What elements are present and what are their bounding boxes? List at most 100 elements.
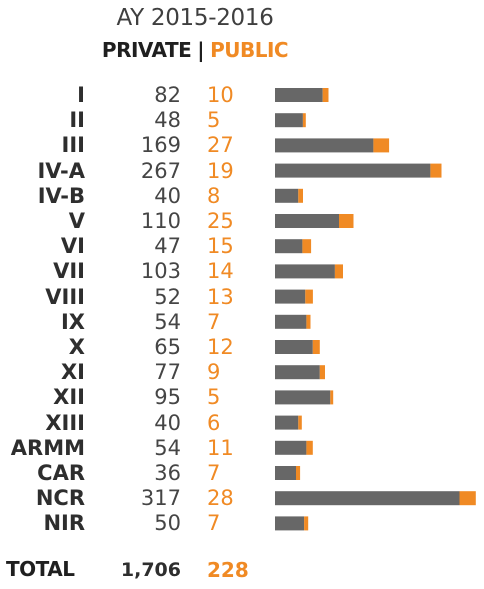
private-value: 95 (154, 385, 181, 410)
region-row: VIII 52 13 (0, 285, 484, 310)
legend-private: PRIVATE (101, 38, 192, 62)
region-row: XII 95 5 (0, 385, 484, 410)
bar-public (302, 239, 312, 254)
public-value: 15 (207, 234, 234, 259)
bar-public (322, 88, 329, 102)
region-label: II (69, 108, 85, 133)
private-value: 267 (140, 158, 181, 183)
bar-private (275, 491, 460, 506)
private-value: 54 (154, 309, 181, 334)
region-label: IX (60, 309, 85, 334)
region-row: II 48 5 (0, 108, 484, 133)
public-value: 7 (207, 461, 221, 485)
region-row: VII 103 14 (0, 259, 484, 284)
bar-private (275, 365, 320, 380)
total-label: TOTAL (6, 557, 75, 581)
private-value: 50 (154, 511, 181, 536)
region-label: III (61, 133, 85, 158)
region-label: VII (53, 259, 85, 284)
bar-public (319, 365, 325, 380)
legend-separator: | (197, 38, 205, 62)
chart-title: AY 2015-2016 (116, 5, 274, 31)
bar-private (275, 289, 306, 304)
bar-public (298, 415, 302, 430)
region-label: IV-B (37, 183, 85, 208)
bar-private (275, 314, 307, 329)
bar-public (430, 163, 442, 178)
region-row: V 110 25 (0, 209, 484, 234)
bar-private (275, 390, 331, 405)
private-value: 54 (154, 435, 181, 460)
private-value: 65 (154, 335, 181, 359)
region-label: NIR (43, 511, 85, 536)
public-value: 5 (207, 108, 221, 133)
bar-public (304, 516, 309, 531)
region-row: III 169 27 (0, 133, 484, 158)
private-value: 36 (154, 461, 181, 485)
region-row: XIII 40 6 (0, 411, 484, 436)
region-label: XI (60, 360, 85, 385)
region-row: IV-B 40 8 (0, 184, 484, 209)
bar-private (275, 163, 431, 178)
region-row: NIR 50 7 (0, 511, 484, 536)
region-label: XIII (45, 410, 85, 435)
region-label: XII (53, 385, 85, 410)
bar-private (275, 188, 299, 203)
region-label: VI (60, 234, 85, 259)
public-value: 11 (207, 435, 234, 460)
region-label: I (77, 83, 85, 107)
bar-public (298, 188, 303, 203)
region-row: X 65 12 (0, 335, 484, 360)
public-value: 9 (207, 360, 221, 385)
bar-private (275, 516, 305, 531)
region-row: IV-A 267 19 (0, 159, 484, 184)
private-value: 169 (140, 133, 181, 158)
legend-public: PUBLIC (210, 38, 289, 62)
bar-public (296, 466, 301, 480)
bar-private (275, 138, 374, 153)
public-value: 12 (207, 335, 234, 359)
public-value: 13 (207, 284, 234, 309)
region-row: I 82 10 (0, 83, 484, 108)
private-value: 82 (154, 83, 181, 107)
region-label: IV-A (37, 158, 85, 183)
region-row: CAR 36 7 (0, 461, 484, 486)
private-value: 48 (154, 108, 181, 133)
public-value: 7 (207, 511, 221, 536)
private-value: 103 (140, 259, 181, 284)
bar-private (275, 264, 335, 279)
bar-private (275, 113, 303, 128)
region-row: ARMM 54 11 (0, 436, 484, 461)
public-value: 14 (207, 259, 234, 284)
bar-public (312, 340, 320, 354)
public-value: 8 (207, 183, 221, 208)
private-value: 40 (154, 410, 181, 435)
region-label: NCR (35, 486, 85, 511)
bar-public (459, 491, 476, 506)
total-private: 1,706 (120, 559, 181, 581)
public-value: 7 (207, 309, 221, 334)
bar-private (275, 466, 296, 480)
bar-public (302, 113, 306, 128)
bar-private (275, 415, 299, 430)
region-row: VI 47 15 (0, 234, 484, 259)
bar-public (373, 138, 390, 153)
public-value: 10 (207, 83, 234, 107)
private-value: 110 (140, 209, 181, 233)
region-label: VIII (45, 284, 85, 309)
public-value: 27 (207, 133, 234, 158)
region-label: V (68, 209, 85, 233)
bar-public (306, 314, 311, 329)
bar-public (305, 289, 313, 304)
bar-public (334, 264, 343, 279)
private-value: 317 (140, 486, 181, 511)
total-public: 228 (207, 558, 249, 582)
public-value: 28 (207, 486, 234, 511)
public-value: 25 (207, 209, 234, 233)
private-value: 40 (154, 183, 181, 208)
legend: PRIVATE | PUBLIC (0, 38, 390, 62)
public-value: 5 (207, 385, 221, 410)
region-label: CAR (37, 461, 85, 485)
bar-public (330, 390, 334, 405)
